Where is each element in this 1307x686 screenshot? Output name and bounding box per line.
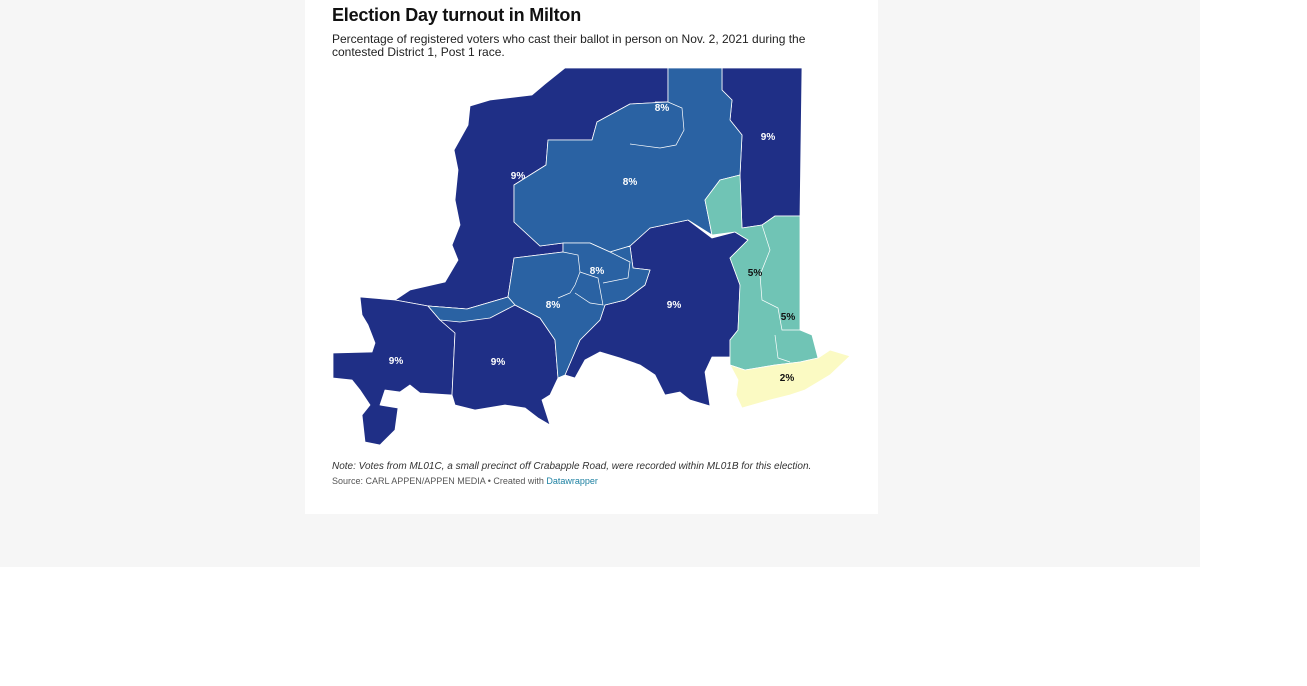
precinct-value-label: 5% [748, 268, 763, 279]
precinct-west-strip[interactable] [427, 296, 516, 323]
precinct-value-label: 9% [761, 132, 776, 143]
precinct-value-label: 8% [655, 103, 670, 114]
precinct-map: 9% 8% 8% 9% 8% 8% 9% 5% 5% 9% 9% 2% [305, 60, 878, 455]
precinct-value-label: 9% [389, 356, 404, 367]
precinct-value-label: 9% [511, 171, 526, 182]
precinct-value-label: 9% [491, 357, 506, 368]
source-text: Source: CARL APPEN/APPEN MEDIA • Created… [332, 476, 547, 486]
precinct-value-label: 5% [781, 312, 796, 323]
chart-card: Election Day turnout in Milton Percentag… [305, 0, 878, 514]
chart-source: Source: CARL APPEN/APPEN MEDIA • Created… [332, 476, 598, 486]
chart-title: Election Day turnout in Milton [332, 5, 581, 25]
precinct-value-label: 8% [546, 300, 561, 311]
precinct-central[interactable] [507, 242, 651, 379]
precinct-value-label: 2% [780, 373, 795, 384]
datawrapper-link[interactable]: Datawrapper [546, 476, 598, 486]
precinct-value-label: 8% [623, 177, 638, 188]
chart-note: Note: Votes from ML01C, a small precinct… [332, 461, 812, 472]
precinct-value-label: 8% [590, 266, 605, 277]
precinct-southeast[interactable] [729, 349, 851, 409]
chart-subtitle: Percentage of registered voters who cast… [332, 32, 806, 59]
precinct-southwest[interactable] [332, 296, 456, 446]
precinct-value-label: 9% [667, 300, 682, 311]
